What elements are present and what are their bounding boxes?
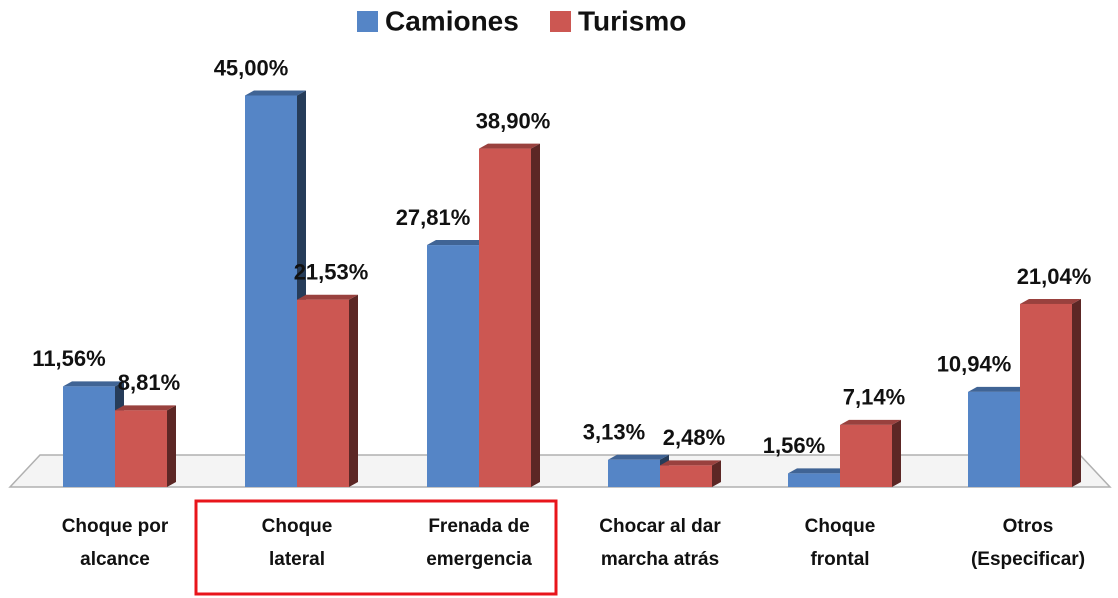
legend-swatch bbox=[357, 11, 378, 32]
x-tick-label: Otros (Especificar) bbox=[938, 510, 1118, 576]
x-tick-label: Frenada de emergencia bbox=[389, 510, 569, 576]
legend-label: Turismo bbox=[578, 5, 686, 36]
bar-top bbox=[63, 381, 124, 386]
legend-label: Camiones bbox=[385, 5, 519, 36]
bar-top bbox=[660, 460, 721, 465]
value-label: 2,48% bbox=[663, 425, 725, 450]
bar-side bbox=[892, 420, 901, 487]
bar-top bbox=[479, 144, 540, 149]
bar-top bbox=[840, 420, 901, 425]
legend-swatch bbox=[550, 11, 571, 32]
bar bbox=[840, 425, 892, 487]
bar bbox=[1020, 304, 1072, 487]
value-label: 21,04% bbox=[1017, 264, 1092, 289]
value-label: 45,00% bbox=[214, 55, 289, 80]
bar-top bbox=[968, 387, 1029, 392]
bar bbox=[660, 465, 712, 487]
bar-side bbox=[1072, 299, 1081, 487]
bar bbox=[608, 460, 660, 487]
value-label: 3,13% bbox=[583, 420, 645, 445]
bar-top bbox=[788, 468, 849, 473]
bar bbox=[968, 392, 1020, 487]
bar bbox=[297, 300, 349, 487]
bar-top bbox=[608, 455, 669, 460]
value-label: 7,14% bbox=[843, 385, 905, 410]
bar-side bbox=[531, 144, 540, 487]
bar bbox=[479, 149, 531, 487]
value-label: 27,81% bbox=[396, 205, 471, 230]
x-tick-label: Choque frontal bbox=[750, 510, 930, 576]
bar-top bbox=[115, 405, 176, 410]
bar-top bbox=[297, 295, 358, 300]
bar bbox=[788, 473, 840, 487]
bar-top bbox=[1020, 299, 1081, 304]
bar-side bbox=[349, 295, 358, 487]
bar bbox=[115, 410, 167, 487]
bar bbox=[245, 96, 297, 488]
x-tick-label: Choque lateral bbox=[207, 510, 387, 576]
chart-canvas: Camiones Turismo 11,56% 45,00% 27,81% 3,13% 1,… bbox=[0, 0, 1118, 598]
bar-top bbox=[245, 91, 306, 96]
x-tick-label: Choque por alcance bbox=[25, 510, 205, 576]
bar bbox=[427, 245, 479, 487]
value-label: 1,56% bbox=[763, 433, 825, 458]
value-label: 8,81% bbox=[118, 370, 180, 395]
bar bbox=[63, 386, 115, 487]
chart: Camiones Turismo 11,56% 45,00% 27,81% 3,13% 1,… bbox=[0, 0, 1118, 598]
value-label: 10,94% bbox=[937, 352, 1012, 377]
value-label: 38,90% bbox=[476, 108, 551, 133]
value-label: 21,53% bbox=[294, 260, 369, 285]
x-tick-label: Chocar al dar marcha atrás bbox=[570, 510, 750, 576]
bar-top bbox=[427, 240, 488, 245]
bar-side bbox=[167, 405, 176, 487]
value-label: 11,56% bbox=[32, 346, 105, 371]
